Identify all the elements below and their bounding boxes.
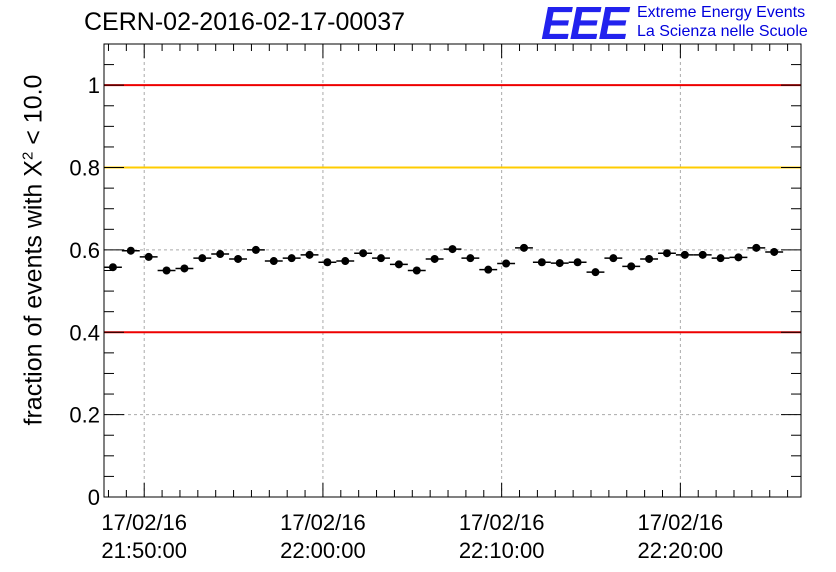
point-marker bbox=[126, 246, 135, 255]
chart-title: CERN-02-2016-02-17-00037 bbox=[84, 8, 406, 36]
y-tick-label: 0.6 bbox=[69, 238, 100, 263]
data-point bbox=[372, 254, 390, 263]
point-marker bbox=[108, 263, 117, 272]
data-point bbox=[604, 254, 623, 263]
point-marker bbox=[484, 265, 493, 274]
point-marker bbox=[519, 243, 528, 252]
logo-line-1: Extreme Energy Events bbox=[637, 4, 806, 21]
data-point bbox=[586, 268, 605, 277]
data-point bbox=[139, 252, 158, 261]
point-marker bbox=[537, 258, 546, 267]
point-marker bbox=[430, 254, 439, 263]
x-tick-label-time: 22:00:00 bbox=[280, 538, 366, 563]
point-marker bbox=[645, 254, 654, 263]
data-point bbox=[747, 243, 766, 252]
eee-logo-icon: EEE bbox=[541, 0, 629, 49]
point-marker bbox=[287, 254, 296, 263]
data-point bbox=[532, 258, 551, 267]
point-marker bbox=[698, 250, 707, 259]
y-tick-label: 0 bbox=[88, 485, 100, 510]
data-point bbox=[193, 254, 212, 263]
point-marker bbox=[305, 250, 314, 259]
data-point bbox=[336, 257, 355, 266]
point-marker bbox=[412, 266, 421, 275]
data-point bbox=[175, 264, 194, 273]
point-marker bbox=[251, 245, 260, 254]
data-point bbox=[568, 258, 587, 267]
data-point bbox=[300, 250, 319, 259]
data-point bbox=[407, 266, 426, 275]
data-point bbox=[479, 265, 498, 274]
point-marker bbox=[502, 259, 511, 268]
point-marker bbox=[234, 254, 243, 263]
point-marker bbox=[269, 257, 278, 266]
data-point bbox=[622, 262, 641, 271]
point-marker bbox=[770, 247, 779, 256]
data-point bbox=[282, 254, 301, 263]
data-point bbox=[729, 253, 748, 262]
point-marker bbox=[448, 245, 457, 254]
data-point bbox=[711, 254, 730, 263]
logo-line-2: La Scienza nelle Scuole bbox=[637, 23, 808, 40]
point-marker bbox=[752, 243, 761, 252]
data-point bbox=[211, 250, 230, 259]
data-point bbox=[693, 250, 712, 259]
data-point bbox=[443, 245, 462, 254]
x-tick-label-time: 22:10:00 bbox=[459, 538, 545, 563]
x-tick-label-date: 17/02/16 bbox=[101, 510, 187, 535]
point-marker bbox=[734, 253, 743, 262]
data-point bbox=[461, 254, 480, 263]
point-marker bbox=[216, 250, 225, 259]
point-marker bbox=[466, 254, 475, 263]
x-tick-label-date: 17/02/16 bbox=[280, 510, 366, 535]
x-tick-label-time: 22:20:00 bbox=[638, 538, 724, 563]
data-point bbox=[121, 246, 140, 255]
y-tick-label: 0.8 bbox=[69, 156, 100, 181]
data-point bbox=[658, 249, 676, 258]
point-marker bbox=[662, 249, 671, 258]
point-marker bbox=[555, 259, 564, 268]
data-point bbox=[354, 249, 373, 258]
point-marker bbox=[198, 254, 207, 263]
point-marker bbox=[573, 258, 582, 267]
data-point bbox=[389, 260, 408, 269]
point-marker bbox=[359, 249, 368, 258]
point-marker bbox=[591, 268, 600, 277]
logo-text: Extreme Energy Events La Scienza nelle S… bbox=[637, 3, 808, 41]
point-marker bbox=[394, 260, 403, 269]
point-marker bbox=[609, 254, 618, 263]
y-tick-label: 0.4 bbox=[69, 320, 100, 345]
data-point bbox=[640, 254, 659, 263]
point-marker bbox=[377, 254, 386, 263]
data-point bbox=[318, 258, 337, 267]
data-point bbox=[425, 254, 444, 263]
data-point bbox=[157, 266, 176, 275]
data-point bbox=[497, 259, 516, 268]
plot-frame bbox=[103, 43, 802, 498]
data-point bbox=[229, 254, 247, 263]
data-point bbox=[515, 243, 533, 252]
point-marker bbox=[162, 266, 171, 275]
point-marker bbox=[144, 252, 153, 261]
point-marker bbox=[180, 264, 189, 273]
point-marker bbox=[680, 250, 689, 259]
point-marker bbox=[341, 257, 350, 266]
data-point bbox=[246, 245, 265, 254]
point-marker bbox=[716, 254, 725, 263]
x-tick-label-date: 17/02/16 bbox=[459, 510, 545, 535]
data-point bbox=[675, 250, 694, 259]
data-point bbox=[264, 257, 283, 266]
point-marker bbox=[627, 262, 636, 271]
x-tick-label-date: 17/02/16 bbox=[638, 510, 724, 535]
data-point bbox=[104, 263, 122, 272]
point-marker bbox=[323, 258, 332, 267]
y-tick-label: 0.2 bbox=[69, 403, 100, 428]
data-point bbox=[765, 247, 784, 256]
data-point bbox=[550, 259, 569, 268]
x-tick-label-time: 21:50:00 bbox=[101, 538, 187, 563]
y-tick-label: 1 bbox=[88, 73, 100, 98]
